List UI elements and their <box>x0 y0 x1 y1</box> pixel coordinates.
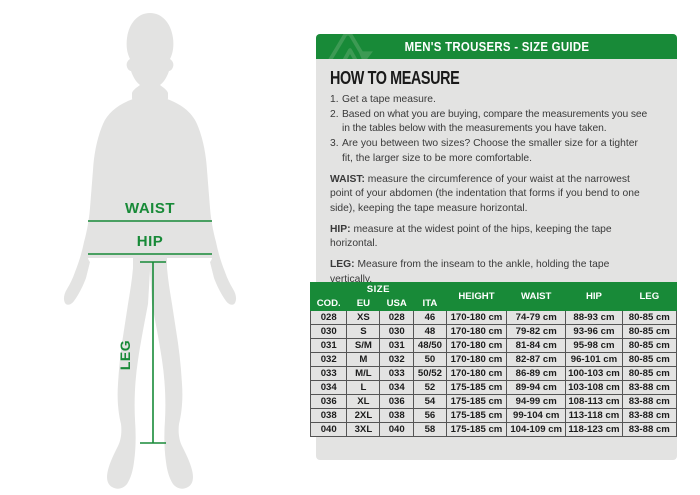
svg-text:HIP: HIP <box>137 233 164 250</box>
svg-text:WAIST: WAIST <box>125 200 175 217</box>
svg-text:LEG: LEG <box>117 340 133 370</box>
